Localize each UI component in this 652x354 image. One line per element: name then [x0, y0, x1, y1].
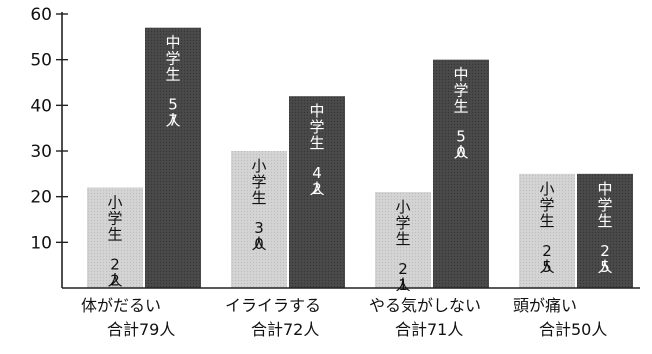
svg-text:2: 2	[110, 272, 120, 290]
bar-value-unit: 人	[395, 276, 410, 294]
svg-text:小: 小	[107, 194, 122, 212]
svg-text:学: 学	[395, 214, 410, 232]
category-label: 頭が痛い	[513, 296, 577, 315]
bar-group-label: 中学生	[165, 34, 180, 84]
bar-group-label: 中学生	[597, 180, 612, 230]
svg-text:5: 5	[456, 128, 466, 146]
svg-text:7: 7	[168, 112, 178, 130]
bar-value-label: 21	[398, 260, 408, 294]
elementary-bar	[375, 192, 431, 288]
svg-text:5: 5	[600, 258, 610, 276]
bar-value-label: 42	[312, 164, 322, 198]
y-tick-label: 50	[30, 51, 52, 71]
category-total-label: 合計79人	[107, 320, 175, 339]
bar-group-label: 小学生	[107, 194, 122, 244]
svg-text:学: 学	[165, 50, 180, 68]
category-label: やる気がしない	[369, 296, 481, 315]
bar-group-label: 小学生	[539, 180, 554, 230]
svg-text:小: 小	[539, 180, 554, 198]
svg-text:学: 学	[107, 210, 122, 228]
svg-text:生: 生	[597, 212, 612, 230]
svg-text:生: 生	[309, 134, 324, 152]
svg-text:人: 人	[597, 258, 612, 276]
svg-text:5: 5	[542, 258, 552, 276]
svg-text:学: 学	[251, 173, 266, 191]
bar-group-label: 小学生	[251, 157, 266, 207]
svg-text:生: 生	[539, 212, 554, 230]
svg-text:2: 2	[600, 242, 610, 260]
junior-high-bar	[145, 27, 201, 288]
bar-value-unit: 人	[597, 258, 612, 276]
bar-value-unit: 人	[251, 235, 266, 253]
svg-text:中: 中	[597, 180, 612, 198]
category-total-label: 合計71人	[395, 320, 463, 339]
bar-value-label: 25	[542, 242, 552, 276]
svg-text:生: 生	[453, 98, 468, 116]
svg-text:人: 人	[251, 235, 266, 253]
y-tick-label: 30	[30, 142, 52, 162]
bar-value-label: 22	[110, 256, 120, 290]
svg-text:生: 生	[251, 189, 266, 207]
bar-value-label: 30	[254, 219, 264, 253]
svg-text:生: 生	[395, 230, 410, 248]
svg-text:中: 中	[453, 66, 468, 84]
svg-text:1: 1	[398, 276, 408, 294]
svg-text:3: 3	[254, 219, 264, 237]
junior-high-bar	[289, 96, 345, 288]
svg-text:5: 5	[168, 96, 178, 114]
elementary-bar	[87, 187, 143, 288]
bar-value-label: 25	[600, 242, 610, 276]
bar-value-unit: 人	[453, 144, 468, 162]
svg-text:人: 人	[395, 276, 410, 294]
bar-value-label: 57	[168, 96, 178, 130]
junior-high-bar	[433, 59, 489, 288]
svg-text:生: 生	[107, 226, 122, 244]
category-label: 体がだるい	[81, 296, 161, 315]
svg-text:4: 4	[312, 164, 322, 182]
svg-text:人: 人	[539, 258, 554, 276]
svg-text:人: 人	[309, 180, 324, 198]
svg-text:生: 生	[165, 66, 180, 84]
svg-text:学: 学	[539, 196, 554, 214]
svg-text:学: 学	[597, 196, 612, 214]
svg-text:2: 2	[398, 260, 408, 278]
svg-text:学: 学	[453, 82, 468, 100]
svg-text:学: 学	[309, 118, 324, 136]
junior-high-bar	[577, 173, 633, 288]
y-tick-label: 10	[30, 233, 52, 253]
svg-text:2: 2	[110, 256, 120, 274]
svg-text:0: 0	[456, 144, 466, 162]
svg-text:2: 2	[542, 242, 552, 260]
bar-value-unit: 人	[539, 258, 554, 276]
y-tick-label: 40	[30, 96, 52, 116]
category-label: イライラする	[225, 296, 321, 315]
y-tick-label: 60	[30, 5, 52, 25]
bar-value-unit: 人	[165, 112, 180, 130]
svg-text:小: 小	[395, 198, 410, 216]
y-tick-label: 20	[30, 188, 52, 208]
bar-group-label: 小学生	[395, 198, 410, 248]
svg-text:中: 中	[165, 34, 180, 52]
bar-value-unit: 人	[309, 180, 324, 198]
svg-text:人: 人	[453, 144, 468, 162]
svg-text:0: 0	[254, 235, 264, 253]
elementary-bar	[231, 151, 287, 288]
svg-text:人: 人	[165, 112, 180, 130]
category-total-label: 合計72人	[251, 320, 319, 339]
category-total-label: 合計50人	[539, 320, 607, 339]
svg-text:人: 人	[107, 272, 122, 290]
svg-text:小: 小	[251, 157, 266, 175]
elementary-bar	[519, 173, 575, 288]
svg-text:2: 2	[312, 180, 322, 198]
bar-group-label: 中学生	[309, 102, 324, 152]
bar-group-label: 中学生	[453, 66, 468, 116]
bar-value-unit: 人	[107, 272, 122, 290]
bar-value-label: 50	[456, 128, 466, 162]
svg-text:中: 中	[309, 102, 324, 120]
